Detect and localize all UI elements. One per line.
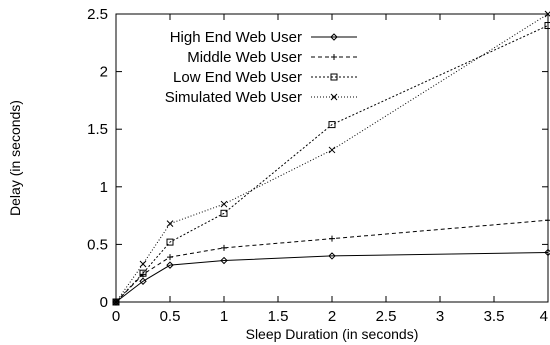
legend-marker <box>331 54 337 60</box>
x-axis-label: Sleep Duration (in seconds) <box>246 326 419 342</box>
legend-marker <box>330 73 338 81</box>
y-axis-label: Delay (in seconds) <box>7 100 23 216</box>
x-tick-label: 0.5 <box>160 308 181 325</box>
data-point <box>221 244 227 251</box>
series-3 <box>112 22 550 306</box>
data-point <box>545 217 550 224</box>
series-line <box>115 251 549 303</box>
data-point <box>166 238 174 246</box>
legend-label: Middle Web User <box>187 49 302 66</box>
x-tick-label: 2 <box>328 308 336 325</box>
data-point <box>329 235 335 242</box>
y-axis-ticks: 0 0.5 1 1.5 2 2.5 <box>87 6 548 311</box>
y-tick-label: 0.5 <box>87 236 108 253</box>
data-point <box>112 298 120 306</box>
x-tick-label: 3.5 <box>484 308 505 325</box>
x-tick-label: 0 <box>112 308 120 325</box>
data-point <box>328 121 336 129</box>
data-point <box>166 220 174 228</box>
data-point <box>139 260 147 268</box>
legend-marker <box>330 93 338 101</box>
legend-label: Low End Web User <box>173 69 302 86</box>
x-tick-label: 2.5 <box>376 308 397 325</box>
y-tick-label: 0 <box>100 294 108 311</box>
data-point <box>220 200 228 208</box>
data-point <box>220 209 228 217</box>
series-4 <box>112 10 550 306</box>
x-tick-label: 3 <box>436 308 444 325</box>
series-line <box>115 13 549 303</box>
y-tick-label: 2 <box>100 64 108 81</box>
x-tick-label: 1 <box>220 308 228 325</box>
legend-label: Simulated Web User <box>165 89 302 106</box>
data-point <box>544 10 550 18</box>
data-point <box>167 254 173 261</box>
legend: High End Web User Middle Web User Low End … <box>165 29 357 106</box>
data-point <box>328 146 336 154</box>
series-line <box>115 25 549 303</box>
series-line <box>115 219 549 303</box>
y-tick-label: 1.5 <box>87 121 108 138</box>
data-point <box>220 256 228 265</box>
data-point <box>328 252 336 260</box>
legend-marker <box>330 33 338 41</box>
data-point <box>544 22 550 30</box>
y-tick-label: 2.5 <box>87 6 108 23</box>
series-2 <box>113 217 550 305</box>
data-point <box>166 261 174 269</box>
data-point <box>544 248 550 257</box>
series-layer <box>112 10 550 306</box>
x-tick-label: 4 <box>540 308 548 325</box>
series-1 <box>112 248 550 306</box>
data-point <box>112 298 120 306</box>
data-point <box>139 269 147 277</box>
data-point <box>139 277 147 285</box>
legend-label: High End Web User <box>170 29 302 46</box>
x-axis-ticks: 0 0.5 1 1.5 2 2.5 3 3.5 4 <box>112 14 549 325</box>
x-tick-label: 1.5 <box>268 308 289 325</box>
y-tick-label: 1 <box>100 179 108 196</box>
